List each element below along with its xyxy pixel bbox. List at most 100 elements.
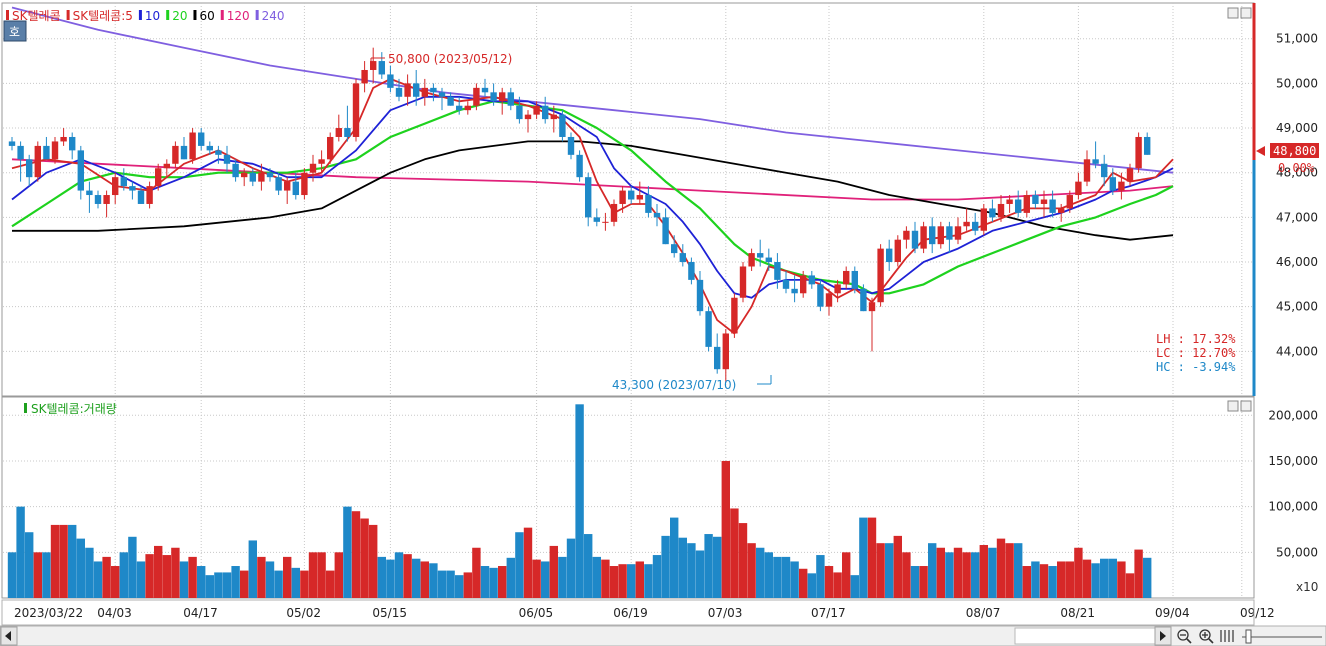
- volume-bar: [455, 575, 464, 598]
- volume-bar: [351, 511, 361, 598]
- candle-body: [456, 105, 463, 111]
- zoom-slider[interactable]: [1242, 629, 1322, 644]
- price-panel-buttons[interactable]: [1227, 7, 1252, 19]
- volume-bar: [197, 566, 206, 598]
- date-tick-label: 08/07: [966, 606, 1001, 620]
- volume-bar: [403, 554, 412, 598]
- volume-bar: [136, 561, 146, 598]
- volume-bar: [394, 552, 404, 598]
- bar-spacing-icon[interactable]: [1220, 630, 1234, 642]
- bar-spacing-button[interactable]: [1220, 630, 1234, 642]
- volume-bar: [1065, 561, 1074, 598]
- volume-bar: [936, 547, 945, 598]
- volume-bar: [171, 547, 180, 598]
- candle-body: [542, 105, 549, 120]
- volume-bar: [16, 506, 25, 598]
- volume-bar: [541, 561, 550, 598]
- candle-body: [550, 114, 557, 120]
- candle-body: [559, 114, 566, 137]
- current-price-marker: 48,800 0.00%: [1256, 143, 1319, 175]
- date-tick-label: 07/03: [708, 606, 743, 620]
- candle-body: [69, 136, 76, 151]
- candle-body: [946, 226, 953, 240]
- scroll-left-icon[interactable]: [5, 631, 11, 641]
- volume-panel-maximize-button[interactable]: [1240, 400, 1252, 412]
- volume-bar: [25, 532, 34, 598]
- date-tick-label: 04/03: [97, 606, 132, 620]
- volume-bar: [7, 552, 17, 598]
- scroll-left-button[interactable]: [0, 626, 18, 646]
- candle-body: [1049, 199, 1056, 213]
- zoom-in-button[interactable]: [1199, 629, 1214, 644]
- candle-body: [860, 288, 867, 312]
- candle-body: [327, 136, 334, 160]
- horizontal-scrollbar[interactable]: [0, 625, 1326, 646]
- scroll-right-button[interactable]: [1154, 626, 1172, 646]
- volume-bar: [850, 575, 859, 598]
- quote-button-label[interactable]: 호: [9, 25, 20, 39]
- volume-bar: [592, 556, 601, 598]
- volume-bar: [859, 517, 868, 598]
- volume-tick-label: 50,000: [1276, 545, 1318, 559]
- volume-bar: [867, 517, 877, 598]
- zoom-slider-handle[interactable]: [1245, 629, 1252, 644]
- volume-bar: [1031, 561, 1040, 598]
- zoom-out-icon[interactable]: [1177, 629, 1189, 641]
- candle-body: [524, 114, 532, 120]
- scrollbar-thumb[interactable]: [1014, 627, 1156, 645]
- candle-body: [911, 230, 919, 249]
- volume-bar: [807, 573, 816, 598]
- candle-body: [206, 145, 213, 151]
- volume-bar: [326, 570, 335, 598]
- volume-bar: [661, 535, 670, 598]
- candle-body: [60, 136, 67, 142]
- candle-body: [825, 293, 833, 307]
- high-annotation: 50,800 (2023/05/12): [370, 52, 512, 68]
- zoom-out-button[interactable]: [1177, 629, 1192, 644]
- price-tick-label: 49,000: [1276, 121, 1318, 135]
- candle-body: [610, 203, 618, 222]
- candle-body: [1075, 181, 1082, 196]
- candle-body: [129, 186, 136, 191]
- volume-bar: [945, 552, 954, 598]
- legend-label: 60: [199, 9, 214, 23]
- candle-body: [636, 195, 643, 200]
- candle-body: [352, 83, 360, 137]
- volume-bar: [50, 524, 60, 598]
- volume-bar: [429, 563, 438, 598]
- candle-body: [395, 87, 403, 97]
- zoom-in-icon[interactable]: [1199, 629, 1211, 641]
- quote-button[interactable]: 호: [3, 20, 27, 42]
- volume-bar: [618, 564, 627, 598]
- volume-bar: [773, 556, 782, 598]
- price-panel-maximize-button[interactable]: [1240, 7, 1252, 19]
- legend-swatch: [220, 10, 224, 20]
- volume-bar: [756, 547, 765, 598]
- candle-body: [404, 83, 411, 97]
- candle-body: [34, 145, 41, 178]
- candle-body: [679, 253, 686, 263]
- candle-body: [275, 177, 282, 191]
- candle-body: [585, 177, 592, 218]
- legend-swatch: [6, 10, 9, 20]
- current-change-label: 0.00%: [1278, 161, 1315, 175]
- volume-panel-buttons[interactable]: [1227, 400, 1252, 412]
- volume-bar: [910, 566, 920, 598]
- candle-body: [335, 128, 342, 137]
- volume-bar: [523, 527, 533, 598]
- volume-tick-label: 100,000: [1268, 500, 1318, 514]
- volume-bar: [609, 566, 619, 598]
- volume-bar: [1125, 573, 1135, 598]
- candle-body: [17, 145, 24, 160]
- candle-body: [266, 172, 274, 178]
- volume-panel-minimize-button[interactable]: [1227, 400, 1239, 412]
- candle-body: [1101, 163, 1108, 178]
- scroll-right-icon[interactable]: [1160, 631, 1166, 641]
- date-axis-frame: [1, 599, 1255, 626]
- price-panel-minimize-button[interactable]: [1227, 7, 1239, 19]
- volume-bar: [102, 556, 111, 598]
- candle-body: [361, 69, 368, 84]
- candle-body: [817, 284, 824, 307]
- candle-body: [1015, 199, 1022, 213]
- volume-tick-label: 150,000: [1268, 454, 1318, 468]
